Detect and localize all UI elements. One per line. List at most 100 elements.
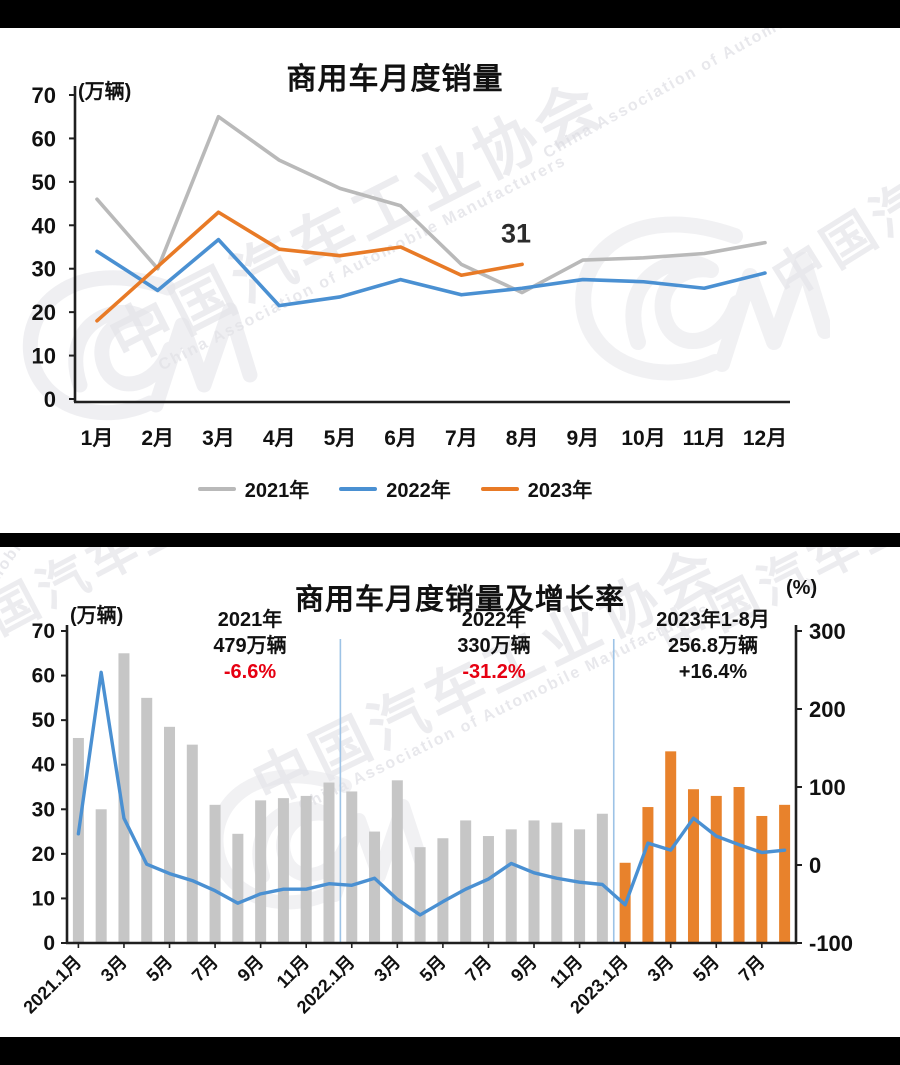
chart1-value-callout: 31 (500, 218, 532, 249)
svg-text:70: 70 (32, 83, 56, 108)
svg-text:200: 200 (809, 697, 846, 722)
annotation-2021-growth: -6.6% (223, 661, 277, 683)
svg-text:2021.1月: 2021.1月 (19, 952, 85, 1018)
svg-text:7月: 7月 (445, 427, 478, 450)
sales-bar (141, 697, 153, 943)
annotation-2021-total: 479万辆 (213, 635, 287, 657)
annotation-2021-year: 2021年 (217, 609, 283, 631)
svg-text:3月: 3月 (644, 952, 678, 986)
series-line-2022年 (95, 237, 767, 308)
svg-text:60: 60 (32, 126, 56, 151)
sales-bar (209, 804, 221, 943)
chart2-plot: 0 10 20 30 40 50 60 70 -100 0 100 200 300 2021.1月 3月 5月… (19, 619, 853, 1018)
sales-bar (733, 787, 745, 943)
svg-text:20: 20 (32, 843, 55, 866)
annotation-2022-year: 2022年 (461, 609, 527, 631)
svg-text:5月: 5月 (689, 952, 723, 986)
sales-bar (72, 737, 84, 943)
sales-bar (779, 804, 791, 943)
svg-text:4月: 4月 (263, 427, 296, 450)
svg-text:11月: 11月 (546, 952, 586, 992)
sales-bar (642, 807, 654, 943)
sales-bar (95, 809, 107, 943)
sales-bar (437, 838, 449, 943)
svg-text:6月: 6月 (384, 427, 417, 450)
chart2-axes (65, 625, 798, 945)
annotation-2022-growth: -31.2% (462, 661, 526, 683)
sales-bar (505, 829, 517, 943)
svg-text:3月: 3月 (202, 427, 235, 450)
sales-bar (482, 836, 494, 943)
sales-bar (369, 831, 381, 943)
svg-text:9月: 9月 (566, 427, 599, 450)
top-black-strip (0, 0, 900, 28)
annotation-2023-total: 256.8万辆 (667, 635, 759, 657)
svg-text:5月: 5月 (324, 427, 357, 450)
chart2-unit-right: (%) (786, 577, 818, 599)
sales-bar (346, 791, 358, 943)
bottom-black-strip (0, 1037, 900, 1065)
chart1-x-axis-labels: 1月 2月 3月 4月 5月 6月 7月 8月 9月 10月 11月 12月 (81, 427, 788, 450)
sales-bar (528, 820, 540, 943)
growth-rate-line (76, 670, 787, 917)
svg-text:10: 10 (32, 344, 56, 369)
sales-bar (551, 822, 563, 943)
sales-bar (596, 813, 608, 943)
svg-text:3月: 3月 (97, 952, 131, 986)
svg-text:7月: 7月 (735, 952, 769, 986)
sales-bar (164, 726, 176, 943)
sales-bar (414, 847, 426, 943)
chart1-unit-label: (万辆) (78, 81, 132, 103)
svg-text:9月: 9月 (234, 952, 268, 986)
monthly-sales-chart-panel: 中国汽车工业协会 China Association of Automobile… (0, 28, 900, 533)
svg-text:11月: 11月 (683, 427, 726, 450)
legend-label-2022: 2022年 (386, 480, 451, 502)
series-line-2023年 (95, 210, 524, 323)
chart1-title: 商用车月度销量 (286, 63, 504, 97)
legend-item-2022: 2022年 (339, 474, 451, 503)
svg-text:3月: 3月 (370, 952, 404, 986)
series-line-2021年 (95, 114, 767, 295)
svg-text:10: 10 (32, 887, 55, 910)
svg-text:70: 70 (32, 620, 55, 643)
sales-bar (460, 820, 472, 943)
sales-bar (186, 744, 198, 943)
svg-text:0: 0 (44, 387, 56, 412)
year-separator-lines (339, 639, 615, 943)
svg-text:1月: 1月 (81, 427, 114, 450)
chart2-right-axis-labels: -100 0 100 200 300 (796, 619, 853, 956)
annotation-2023: 2023年1-8月 256.8万辆 +16.4% (656, 607, 769, 685)
chart1-y-axis-labels: 0 10 20 30 40 50 60 70 (32, 83, 75, 412)
svg-text:50: 50 (32, 709, 55, 732)
sales-bar (391, 780, 403, 943)
svg-text:10月: 10月 (621, 427, 665, 450)
sales-bar (277, 798, 289, 943)
legend-item-2021: 2021年 (197, 474, 309, 503)
sales-bar (756, 815, 768, 943)
svg-text:30: 30 (32, 257, 56, 282)
sales-bar (300, 795, 312, 943)
chart2-title: 商用车月度销量及增长率 (294, 584, 625, 617)
svg-text:0: 0 (809, 853, 821, 878)
annotation-2022-total: 330万辆 (457, 635, 531, 657)
svg-text:0: 0 (43, 932, 55, 955)
svg-text:7月: 7月 (188, 952, 222, 986)
chart2-unit-left: (万辆) (70, 605, 124, 627)
svg-text:12月: 12月 (743, 427, 787, 450)
sales-bar (255, 800, 267, 943)
svg-text:40: 40 (32, 754, 55, 777)
svg-text:50: 50 (32, 170, 56, 195)
annotation-2023-period: 2023年1-8月 (656, 609, 770, 631)
svg-text:5月: 5月 (142, 952, 176, 986)
svg-text:5月: 5月 (416, 952, 450, 986)
annotation-2022: 2022年 330万辆 -31.2% (457, 607, 530, 685)
sales-bar (118, 653, 130, 943)
sales-bar (574, 829, 586, 943)
svg-text:30: 30 (32, 798, 55, 821)
svg-text:60: 60 (32, 665, 55, 688)
sales-bars (72, 653, 791, 943)
legend-label-2023: 2023年 (527, 480, 593, 502)
sales-bar (710, 795, 722, 943)
